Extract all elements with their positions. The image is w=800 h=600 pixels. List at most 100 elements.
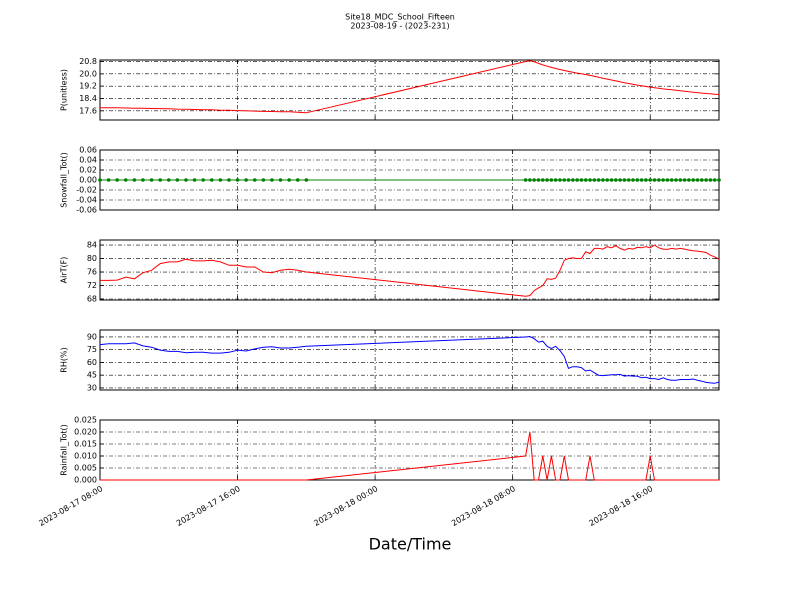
data-point xyxy=(184,178,188,182)
data-point xyxy=(158,178,162,182)
y-axis-label: RH(%) xyxy=(60,347,69,372)
data-point xyxy=(708,178,713,182)
data-point xyxy=(201,178,205,182)
data-point xyxy=(700,178,704,182)
axes-frame xyxy=(99,59,720,121)
data-point xyxy=(601,178,605,182)
axes-frame xyxy=(99,419,720,481)
data-point xyxy=(132,178,137,182)
data-point xyxy=(558,178,562,182)
data-line xyxy=(100,60,720,114)
x-tick-label: 2023-08-17 16:00 xyxy=(175,484,242,528)
data-point xyxy=(106,178,111,182)
data-point xyxy=(626,178,631,182)
data-point xyxy=(665,178,670,182)
data-point xyxy=(252,178,257,182)
data-point xyxy=(588,178,592,182)
y-tick-label: 17.6 xyxy=(79,106,97,115)
data-point xyxy=(528,178,532,182)
y-tick-label: 75 xyxy=(87,345,97,354)
y-tick-label: 0.025 xyxy=(74,416,97,425)
y-tick-label: 0.00 xyxy=(79,176,97,185)
data-point xyxy=(648,178,653,182)
axes-frame xyxy=(99,329,720,391)
data-point xyxy=(614,178,618,182)
data-point xyxy=(657,178,661,182)
y-tick-label: 76 xyxy=(87,268,97,277)
y-axis-label: AirT(F) xyxy=(60,257,69,284)
y-tick-label: 80 xyxy=(87,254,97,263)
y-axis-label: Snowfall_Tot() xyxy=(60,152,69,208)
data-point xyxy=(631,178,635,182)
y-tick-label: 84 xyxy=(87,241,97,250)
data-point xyxy=(704,178,708,182)
data-point xyxy=(635,178,640,182)
title: Site18_MDC_School_Fifteen xyxy=(345,13,455,22)
y-tick-label: 20.8 xyxy=(79,57,97,66)
x-tick-label: 2023-08-18 00:00 xyxy=(312,484,379,528)
data-point xyxy=(609,178,614,182)
data-point xyxy=(669,178,674,182)
data-point xyxy=(682,178,687,182)
y-tick-label: 0.02 xyxy=(79,166,97,175)
y-tick-label: 0.010 xyxy=(74,452,97,461)
y-tick-label: 90 xyxy=(87,332,97,341)
data-point xyxy=(192,178,197,182)
data-point xyxy=(695,178,700,182)
data-point xyxy=(661,178,665,182)
data-point xyxy=(717,178,721,182)
data-point xyxy=(98,178,102,182)
y-tick-label: 72 xyxy=(87,281,97,290)
data-point xyxy=(209,178,214,182)
y-tick-label: 0.04 xyxy=(79,156,97,165)
data-point xyxy=(295,178,300,182)
data-point xyxy=(687,178,691,182)
data-point xyxy=(644,178,648,182)
data-point xyxy=(304,178,309,182)
data-point xyxy=(562,178,567,182)
data-point xyxy=(678,178,683,182)
data-point xyxy=(532,178,536,182)
data-point xyxy=(566,178,571,182)
data-point xyxy=(227,178,231,182)
y-tick-label: -0.02 xyxy=(76,186,97,195)
data-point xyxy=(674,178,678,182)
data-point xyxy=(639,178,644,182)
data-point xyxy=(278,178,283,182)
data-point xyxy=(579,178,584,182)
x-tick-label: 2023-08-17 08:00 xyxy=(37,484,104,528)
y-tick-label: 19.2 xyxy=(79,82,97,91)
data-point xyxy=(149,178,154,182)
data-point xyxy=(218,178,223,182)
y-tick-label: 0.06 xyxy=(79,146,97,155)
data-point xyxy=(605,178,610,182)
data-point xyxy=(540,178,545,182)
y-tick-label: 30 xyxy=(87,383,97,392)
data-point xyxy=(652,178,657,182)
y-tick-label: 68 xyxy=(87,294,97,303)
data-point xyxy=(545,178,549,182)
y-tick-label: 60 xyxy=(87,358,97,367)
data-point xyxy=(712,178,717,182)
data-line xyxy=(100,244,720,297)
data-point xyxy=(123,178,128,182)
y-tick-label: 20.0 xyxy=(79,69,97,78)
data-point xyxy=(287,178,291,182)
data-point xyxy=(115,178,119,182)
data-point xyxy=(166,178,171,182)
data-point xyxy=(261,178,266,182)
data-point xyxy=(553,178,558,182)
y-tick-label: -0.06 xyxy=(76,206,97,215)
data-point xyxy=(536,178,541,182)
y-tick-label: 45 xyxy=(87,371,97,380)
data-line xyxy=(99,335,720,384)
y-tick-label: -0.04 xyxy=(76,196,97,205)
data-point xyxy=(235,178,240,182)
x-axis-label: Date/Time xyxy=(369,535,452,554)
data-point xyxy=(175,178,180,182)
y-tick-label: 18.4 xyxy=(79,94,97,103)
axes-frame xyxy=(99,239,720,301)
data-point xyxy=(523,178,528,182)
